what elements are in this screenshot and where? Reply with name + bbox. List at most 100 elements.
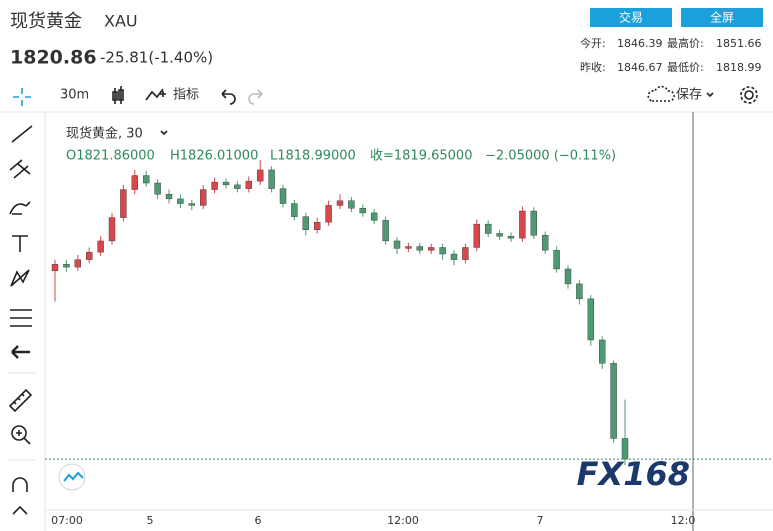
candle-body — [485, 223, 492, 234]
candle-body — [154, 182, 161, 195]
candle-body — [439, 247, 446, 255]
drawing-tools — [8, 125, 36, 515]
back-tool[interactable] — [11, 345, 30, 359]
candle-body — [576, 283, 583, 300]
stat-label: 最高价: — [667, 36, 704, 50]
x-tick-label: 12:0 — [671, 514, 696, 527]
ruler-tool[interactable] — [8, 388, 33, 413]
candle-body — [542, 235, 549, 251]
candle-body — [599, 339, 606, 364]
candle-type-icon[interactable] — [112, 86, 124, 104]
candle-body — [507, 236, 515, 239]
last-price: 1820.86 — [10, 47, 97, 69]
settings-gear[interactable] — [740, 86, 758, 104]
candle-body — [325, 205, 332, 223]
candle-body — [74, 259, 82, 268]
crosshair-icon[interactable] — [13, 88, 31, 106]
text-tool[interactable] — [12, 235, 28, 252]
stat-value: 1846.39 — [617, 37, 663, 50]
redo-icon[interactable] — [248, 89, 263, 105]
candle-body — [405, 246, 412, 249]
candle-body — [336, 200, 344, 206]
trade-button[interactable] — [590, 8, 672, 27]
zoom-tool-plus[interactable] — [16, 430, 31, 445]
candle-body — [564, 268, 572, 285]
candle-body — [382, 220, 389, 242]
candle-body — [85, 251, 93, 260]
candle-body — [416, 246, 423, 251]
ohlc-label: 收=1819.65000 — [370, 149, 472, 164]
stat-value: 1851.66 — [716, 37, 762, 50]
candle-body — [211, 181, 218, 190]
chart-title: 现货黄金, 30 — [66, 126, 143, 142]
fullscreen-button-label[interactable]: 全屏 — [710, 10, 734, 25]
candle-body — [519, 210, 526, 239]
ohlc-label: H1826.01000 — [170, 149, 258, 164]
stat-value: 1846.67 — [617, 61, 663, 74]
dropdown-icon[interactable] — [706, 92, 714, 98]
ohlc-label: O1821.86000 — [66, 149, 155, 164]
candle-body — [428, 247, 435, 251]
candle-body — [199, 189, 207, 206]
candle-body — [257, 169, 264, 182]
candle-body — [348, 200, 355, 209]
cloud-icon[interactable] — [647, 85, 675, 102]
indicators[interactable]: 指标 — [173, 88, 199, 103]
stat-label: 最低价: — [667, 61, 704, 74]
prediction-tool[interactable] — [10, 309, 32, 327]
brush-tool[interactable] — [9, 201, 31, 215]
candle-body — [108, 217, 116, 242]
candle-body — [97, 240, 104, 253]
candle-body — [291, 203, 298, 217]
candle-body — [450, 253, 458, 260]
undo-icon[interactable] — [221, 89, 236, 105]
candle-body — [142, 175, 150, 184]
candle-body — [177, 198, 184, 204]
candle-body — [473, 223, 480, 248]
magnet-tool[interactable] — [12, 477, 28, 492]
candle-body — [462, 247, 469, 260]
candle-body — [51, 264, 59, 272]
candle-body — [553, 250, 560, 270]
zoom-tool[interactable] — [11, 425, 27, 441]
chart-logo-icon — [63, 471, 84, 482]
candle-body — [610, 363, 617, 439]
candle-body — [245, 180, 253, 189]
symbol: XAU — [104, 12, 138, 31]
candle-body — [188, 203, 196, 206]
candle-body — [131, 175, 139, 190]
candle-body — [268, 169, 275, 189]
ohlc-label: L1818.99000 — [270, 149, 356, 164]
legend-dropdown[interactable] — [160, 130, 168, 136]
lock-tool[interactable] — [12, 505, 28, 515]
x-tick-label: 7 — [537, 514, 544, 527]
x-tick-label: 5 — [147, 514, 154, 527]
instrument-title: 现货黄金 — [10, 11, 82, 32]
candle-body — [222, 181, 230, 186]
stat-value: 1818.99 — [716, 61, 762, 74]
interval[interactable]: 30m — [60, 88, 89, 103]
candle-body — [302, 216, 309, 230]
stat-label: 昨收: — [580, 60, 606, 74]
fullscreen-button[interactable] — [681, 8, 763, 27]
save[interactable]: 保存 — [676, 88, 702, 103]
candle-body — [371, 212, 378, 221]
indicator-icon[interactable] — [145, 88, 166, 101]
fib-tool[interactable] — [9, 159, 31, 179]
x-tick-label: 07:00 — [51, 514, 83, 527]
candle-body — [120, 189, 127, 218]
x-tick-label: 6 — [255, 514, 262, 527]
settings-icon[interactable] — [744, 90, 754, 100]
candle-body — [279, 188, 287, 204]
candle-body — [393, 240, 401, 249]
candle-body — [314, 222, 321, 230]
ohlc-label: −2.05000 (−0.11%) — [485, 149, 616, 164]
trend-line-tool[interactable] — [11, 125, 33, 143]
pattern-tool[interactable] — [10, 269, 30, 287]
candle-body — [496, 233, 503, 237]
trade-button-label[interactable]: 交易 — [619, 10, 643, 25]
candle-body — [165, 194, 173, 200]
candle-body — [530, 210, 537, 236]
